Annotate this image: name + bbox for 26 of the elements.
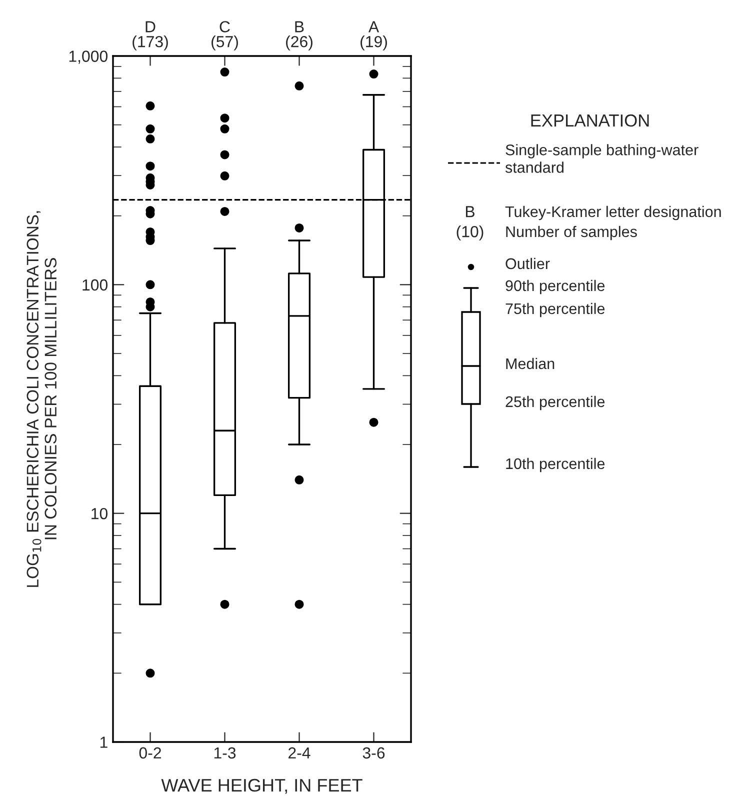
annotation: C (57) xyxy=(212,21,238,50)
x-tick-label: 3-6 xyxy=(362,747,385,759)
annotation: B (26) xyxy=(286,21,312,50)
text: B xyxy=(466,206,474,218)
annotation: D (173) xyxy=(132,21,168,50)
x-tick-label: 0-2 xyxy=(139,747,161,759)
legend-label: Single-sample bathing-water standard xyxy=(505,144,698,173)
x-axis-title: WAVE HEIGHT, IN FEET xyxy=(161,778,362,794)
y-tick-label: 1,000 xyxy=(69,50,108,64)
text: EXPLANATION xyxy=(531,114,649,127)
text: 90th percentile xyxy=(506,280,605,294)
text: 10th percentile xyxy=(506,458,605,472)
y-axis-title: LOG$_{10}$ ESCHERICHIA COLI CONCENTRATIONS, IN COLONIES PER 100 MILLILITERS xyxy=(26,211,57,587)
annotation: A (19) xyxy=(360,21,387,50)
text: Median xyxy=(506,358,554,370)
x-tick-label: 1-3 xyxy=(214,747,236,759)
y-tick-label: 100 xyxy=(82,279,108,291)
text: Number of samples xyxy=(506,226,637,240)
text: Outlier xyxy=(506,258,550,270)
text: (10) xyxy=(456,226,484,240)
text: Tukey-Kramer letter designation xyxy=(505,206,721,220)
text: 75th percentile xyxy=(506,302,605,318)
y-tick-label: 1 xyxy=(100,736,108,748)
text: 25th percentile xyxy=(506,396,605,410)
x-tick-label: 2-4 xyxy=(288,747,310,758)
y-tick-label: 10 xyxy=(92,508,108,520)
